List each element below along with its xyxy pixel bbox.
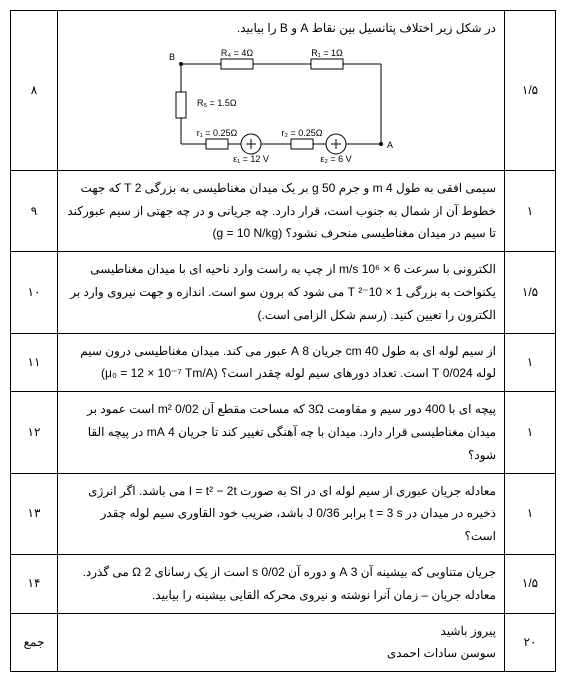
question-q14: جریان متناوبی که بیشینه آن 3 A و دوره آن… [58,554,505,613]
label-R4: R₄ = 4Ω [221,48,253,58]
label-e1: ε₁ = 12 V [233,154,269,164]
row-q10: ۱/۵ الکترونی با سرعت 6 × 10⁶ m/s از چپ ب… [11,252,556,333]
score-q11: ۱ [505,333,556,392]
row-q13: ۱ معادله جریان عبوری از سیم لوله ای در S… [11,473,556,554]
num-total: جمع [11,613,58,672]
score-q13: ۱ [505,473,556,554]
label-A: A [387,140,393,150]
question-q8: در شکل زیر اختلاف پتانسیل بین نقاط A و B… [58,11,505,171]
row-q8: ۱/۵ در شکل زیر اختلاف پتانسیل بین نقاط A… [11,11,556,171]
score-q8: ۱/۵ [505,11,556,171]
question-q11: از سیم لوله ای به طول 40 cm جریان 8 A عب… [58,333,505,392]
row-q9: ۱ سیمی افقی به طول 4 m و جرم 50 g بر یک … [11,170,556,251]
label-r1: r₁ = 0.25Ω [197,128,238,138]
question-q13: معادله جریان عبوری از سیم لوله ای در SI … [58,473,505,554]
footer-line1: پیروز باشید [66,620,496,643]
exam-table: ۱/۵ در شکل زیر اختلاف پتانسیل بین نقاط A… [10,10,556,672]
question-q12: پیچه ای با 400 دور سیم و مقاومت 3Ω که مس… [58,392,505,473]
score-q12: ۱ [505,392,556,473]
num-q13: ۱۳ [11,473,58,554]
label-R5: R₅ = 1.5Ω [197,98,237,108]
footer-cell: پیروز باشید سوسن سادات احمدی [58,613,505,672]
row-q14: ۱/۵ جریان متناوبی که بیشینه آن 3 A و دور… [11,554,556,613]
question-q10: الکترونی با سرعت 6 × 10⁶ m/s از چپ به را… [58,252,505,333]
label-r2: r₂ = 0.25Ω [282,128,323,138]
num-q12: ۱۲ [11,392,58,473]
score-q10: ۱/۵ [505,252,556,333]
num-q9: ۹ [11,170,58,251]
footer-line2: سوسن سادات احمدی [66,642,496,665]
num-q14: ۱۴ [11,554,58,613]
num-q11: ۱۱ [11,333,58,392]
num-q8: ۸ [11,11,58,171]
label-R1: R₁ = 1Ω [311,48,343,58]
row-total: ۲۰ پیروز باشید سوسن سادات احمدی جمع [11,613,556,672]
score-q9: ۱ [505,170,556,251]
question-q9: سیمی افقی به طول 4 m و جرم 50 g بر یک می… [58,170,505,251]
q8-circuit: R₁ = 1Ω R₄ = 4Ω R₅ = 1.5Ω r₁ = 0.25Ω ε₁ … [66,44,496,164]
label-e2: ε₂ = 6 V [320,154,351,164]
score-total: ۲۰ [505,613,556,672]
row-q12: ۱ پیچه ای با 400 دور سیم و مقاومت 3Ω که … [11,392,556,473]
row-q11: ۱ از سیم لوله ای به طول 40 cm جریان 8 A … [11,333,556,392]
num-q10: ۱۰ [11,252,58,333]
q8-text: در شکل زیر اختلاف پتانسیل بین نقاط A و B… [66,17,496,40]
score-q14: ۱/۵ [505,554,556,613]
label-B: B [169,52,175,62]
